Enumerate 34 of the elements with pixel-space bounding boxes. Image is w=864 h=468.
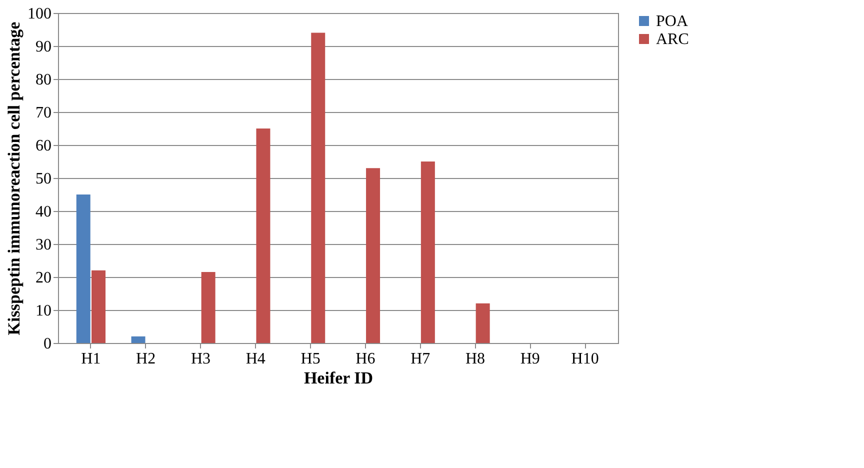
bar xyxy=(256,128,270,343)
bar xyxy=(201,272,216,343)
x-tick-label: H7 xyxy=(410,350,430,368)
x-tick-label: H3 xyxy=(190,350,211,368)
y-tick-label: 50 xyxy=(36,170,52,188)
y-tick-label: 0 xyxy=(44,336,52,352)
x-tick-label: H2 xyxy=(136,350,156,368)
legend-label: ARC xyxy=(656,31,689,48)
x-tick-label: H6 xyxy=(356,350,376,368)
bar xyxy=(366,168,380,343)
bar xyxy=(76,194,90,343)
x-tick-label: H5 xyxy=(300,350,320,368)
y-tick-label: 30 xyxy=(36,236,52,254)
y-tick-label: 70 xyxy=(36,104,52,122)
y-tick-label: 10 xyxy=(36,302,52,320)
bar xyxy=(131,336,146,343)
y-tick-label: 100 xyxy=(28,6,52,22)
legend-label: POA xyxy=(656,13,688,30)
bar xyxy=(420,162,435,343)
x-tick-label: H8 xyxy=(465,350,486,368)
x-tick-label: H10 xyxy=(571,350,599,368)
x-axis-title: Heifer ID xyxy=(304,368,374,388)
bar xyxy=(92,270,106,343)
y-tick-label: 60 xyxy=(36,138,52,154)
x-tick-label: H9 xyxy=(520,350,540,368)
y-tick-label: 90 xyxy=(36,38,52,56)
y-tick-label: 80 xyxy=(36,72,52,88)
x-tick-label: H1 xyxy=(81,350,101,368)
y-tick-label: 40 xyxy=(36,204,52,220)
bar xyxy=(311,32,326,343)
bar xyxy=(476,303,490,343)
y-axis-title: Kisspeptin immunoreaction cell percentage xyxy=(4,21,24,336)
x-tick-label: H4 xyxy=(246,350,266,368)
y-tick-label: 20 xyxy=(36,270,52,286)
